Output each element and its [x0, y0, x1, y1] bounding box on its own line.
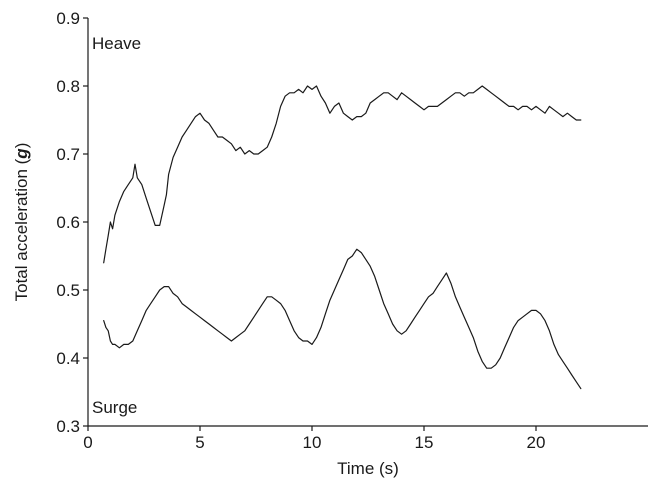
x-axis-ticks: 0 5 10 15 20 — [83, 426, 545, 452]
y-tick-label: 0.6 — [56, 213, 80, 232]
x-axis-title: Time (s) — [337, 459, 399, 478]
y-tick-label: 0.3 — [56, 417, 80, 436]
y-tick-label: 0.8 — [56, 77, 80, 96]
y-tick-label: 0.4 — [56, 349, 80, 368]
y-axis-title: Total acceleration (g) — [12, 143, 31, 302]
x-tick-label: 5 — [195, 433, 204, 452]
series-label-heave: Heave — [92, 34, 141, 53]
y-tick-label: 0.5 — [56, 281, 80, 300]
series-lines — [103, 85, 582, 390]
y-axis-title-close: ) — [12, 143, 31, 149]
series-label-surge: Surge — [92, 398, 137, 417]
series-line-heave — [103, 85, 582, 264]
y-axis-ticks: 0.3 0.4 0.5 0.6 0.7 0.8 0.9 — [56, 9, 88, 436]
y-axis-title-symbol: g — [12, 148, 31, 160]
x-tick-label: 15 — [415, 433, 434, 452]
x-tick-label: 20 — [527, 433, 546, 452]
y-axis-title-text: Total acceleration ( — [12, 158, 31, 301]
y-tick-label: 0.7 — [56, 145, 80, 164]
x-tick-label: 0 — [83, 433, 92, 452]
y-tick-label: 0.9 — [56, 9, 80, 28]
series-line-surge — [103, 248, 582, 390]
x-tick-label: 10 — [303, 433, 322, 452]
